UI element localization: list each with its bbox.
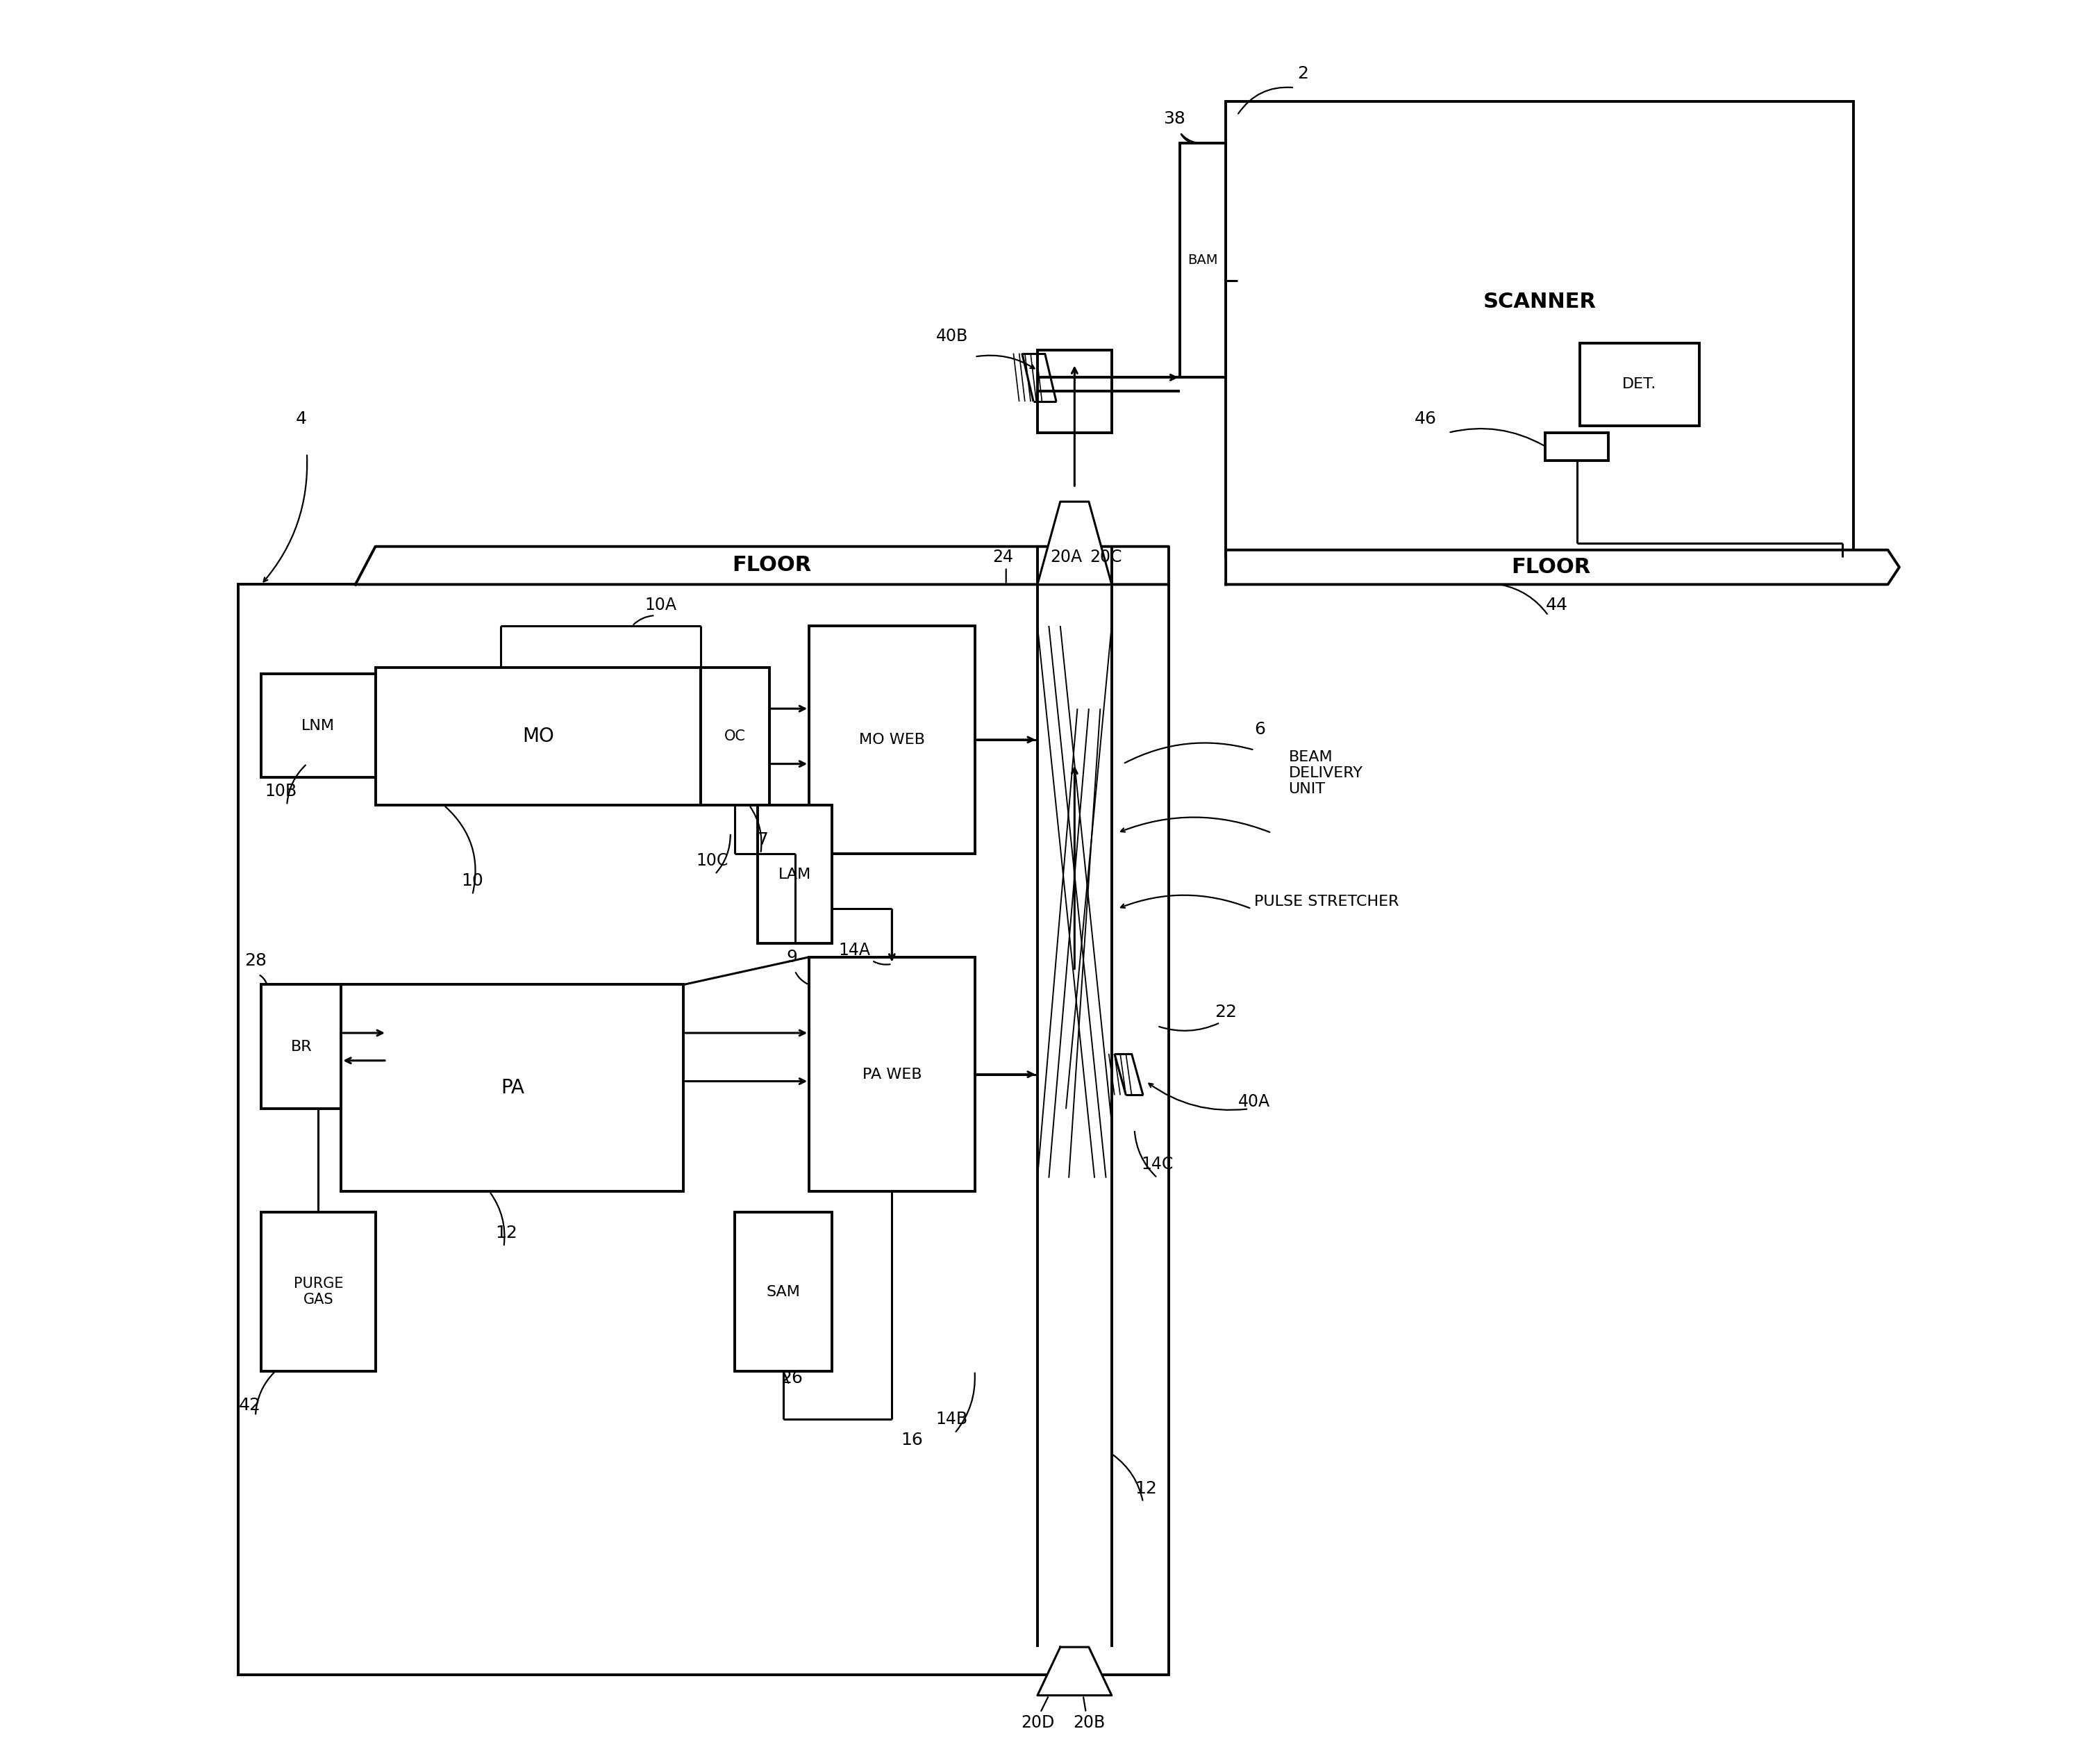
Bar: [260, 985, 340, 1109]
Text: LNM: LNM: [302, 720, 336, 733]
Text: 20C: 20C: [1090, 549, 1121, 565]
Bar: [1037, 349, 1111, 433]
Bar: [758, 805, 832, 944]
Bar: [260, 1213, 376, 1371]
Polygon shape: [1037, 502, 1111, 584]
Text: DET.: DET.: [1623, 377, 1657, 391]
Bar: [239, 584, 1170, 1675]
Bar: [1579, 342, 1699, 426]
Bar: [735, 1213, 832, 1371]
Text: PULSE STRETCHER: PULSE STRETCHER: [1254, 895, 1399, 909]
Text: OC: OC: [724, 730, 746, 744]
Text: 10A: 10A: [645, 596, 676, 614]
Text: 40B: 40B: [937, 328, 968, 344]
Text: PA: PA: [500, 1079, 525, 1098]
Text: SCANNER: SCANNER: [1483, 292, 1596, 311]
Text: 28: 28: [244, 952, 267, 968]
Bar: [1226, 101, 1854, 556]
Polygon shape: [355, 546, 1170, 584]
Text: 10B: 10B: [265, 784, 298, 799]
Text: PURGE
GAS: PURGE GAS: [294, 1277, 342, 1307]
Text: 26: 26: [781, 1370, 802, 1387]
Text: LAM: LAM: [779, 867, 811, 881]
Text: 22: 22: [1214, 1005, 1237, 1020]
Text: 46: 46: [1415, 410, 1436, 428]
Text: 9: 9: [788, 949, 798, 965]
Text: 6: 6: [1254, 721, 1266, 737]
Text: 12: 12: [496, 1225, 519, 1241]
Bar: [1180, 143, 1226, 377]
Text: PA WEB: PA WEB: [863, 1067, 922, 1081]
Text: BR: BR: [290, 1039, 311, 1053]
Bar: [340, 985, 685, 1192]
Text: BAM: BAM: [1189, 254, 1218, 266]
Text: 2: 2: [1298, 66, 1308, 82]
Text: FLOOR: FLOOR: [1512, 558, 1592, 577]
Bar: [260, 674, 376, 777]
Text: 42: 42: [239, 1397, 260, 1415]
Text: 14B: 14B: [937, 1411, 968, 1427]
Text: MO WEB: MO WEB: [859, 733, 924, 747]
Text: 16: 16: [901, 1432, 922, 1448]
Text: 38: 38: [1163, 109, 1186, 127]
Text: 44: 44: [1546, 596, 1569, 614]
Bar: [376, 667, 701, 805]
Text: FLOOR: FLOOR: [733, 554, 813, 575]
Text: 7: 7: [758, 831, 769, 848]
Polygon shape: [1037, 1648, 1111, 1695]
Bar: [1546, 433, 1609, 461]
Text: SAM: SAM: [766, 1284, 800, 1298]
Bar: [701, 667, 769, 805]
Text: MO: MO: [523, 726, 554, 746]
Polygon shape: [1226, 549, 1898, 584]
Bar: [808, 958, 974, 1192]
Text: 24: 24: [993, 549, 1014, 565]
Text: 4: 4: [296, 410, 307, 428]
Text: 14C: 14C: [1140, 1156, 1174, 1173]
Text: 10: 10: [462, 872, 483, 890]
Text: 20D: 20D: [1021, 1715, 1054, 1731]
Text: BEAM
DELIVERY
UNIT: BEAM DELIVERY UNIT: [1289, 751, 1363, 796]
Text: 10C: 10C: [695, 852, 729, 869]
Text: 20B: 20B: [1073, 1715, 1105, 1731]
Text: 40A: 40A: [1239, 1093, 1270, 1111]
Bar: [808, 626, 974, 853]
Text: 20A: 20A: [1050, 549, 1082, 565]
Text: 12: 12: [1134, 1481, 1157, 1496]
Text: 14A: 14A: [838, 942, 871, 958]
